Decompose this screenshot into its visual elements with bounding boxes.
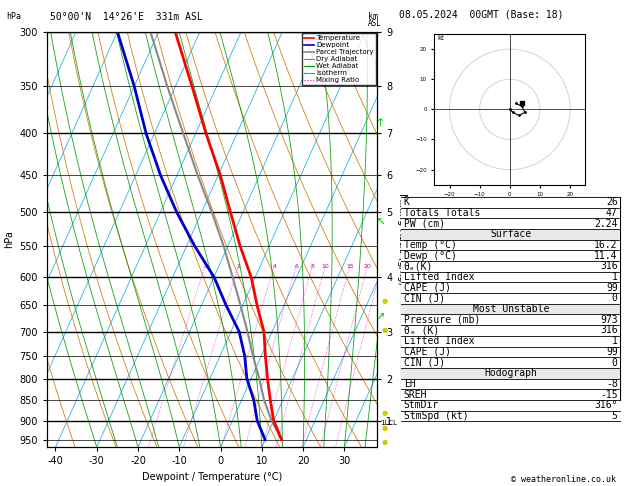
Text: © weatheronline.co.uk: © weatheronline.co.uk	[511, 474, 616, 484]
Y-axis label: hPa: hPa	[4, 230, 14, 248]
Text: →: →	[375, 309, 389, 323]
Text: θₑ (K): θₑ (K)	[404, 326, 439, 335]
Text: ●: ●	[382, 298, 388, 304]
Text: 2.24: 2.24	[594, 219, 618, 228]
Text: km: km	[368, 12, 378, 21]
Text: K: K	[404, 197, 409, 207]
Text: 1: 1	[203, 264, 207, 269]
Text: hPa: hPa	[6, 12, 21, 21]
Text: Dewp (°C): Dewp (°C)	[404, 251, 457, 260]
Text: -8: -8	[606, 379, 618, 389]
Text: 0: 0	[612, 358, 618, 367]
Text: 26: 26	[606, 197, 618, 207]
Text: kt: kt	[438, 35, 444, 41]
Text: 8: 8	[311, 264, 314, 269]
Text: 5: 5	[612, 411, 618, 421]
Text: CAPE (J): CAPE (J)	[404, 347, 451, 357]
Text: ●: ●	[382, 439, 388, 445]
Text: 4: 4	[272, 264, 276, 269]
Text: Hodograph: Hodograph	[484, 368, 537, 378]
Text: 50°00'N  14°26'E  331m ASL: 50°00'N 14°26'E 331m ASL	[50, 12, 203, 22]
Text: ASL: ASL	[368, 19, 382, 29]
Text: ●: ●	[382, 425, 388, 431]
Text: PW (cm): PW (cm)	[404, 219, 445, 228]
Text: 2: 2	[237, 264, 240, 269]
Text: ●: ●	[382, 328, 388, 333]
Text: 1LCL: 1LCL	[381, 419, 398, 426]
Text: 47: 47	[606, 208, 618, 218]
Text: 99: 99	[606, 283, 618, 293]
Text: StmDir: StmDir	[404, 400, 439, 410]
Text: 1: 1	[612, 336, 618, 346]
Text: 316: 316	[600, 261, 618, 271]
Text: 6: 6	[294, 264, 298, 269]
Text: →: →	[375, 212, 389, 226]
X-axis label: Dewpoint / Temperature (°C): Dewpoint / Temperature (°C)	[142, 472, 282, 482]
Text: 16.2: 16.2	[594, 240, 618, 250]
Text: 08.05.2024  00GMT (Base: 18): 08.05.2024 00GMT (Base: 18)	[399, 10, 564, 20]
Text: 11.4: 11.4	[594, 251, 618, 260]
Text: 1: 1	[612, 272, 618, 282]
Text: Most Unstable: Most Unstable	[472, 304, 549, 314]
Text: 973: 973	[600, 315, 618, 325]
Text: SREH: SREH	[404, 390, 427, 399]
Text: Pressure (mb): Pressure (mb)	[404, 315, 480, 325]
Text: -15: -15	[600, 390, 618, 399]
Text: 15: 15	[346, 264, 353, 269]
Text: 316°: 316°	[594, 400, 618, 410]
Text: 0: 0	[612, 294, 618, 303]
Text: ●: ●	[382, 410, 388, 416]
Legend: Temperature, Dewpoint, Parcel Trajectory, Dry Adiabat, Wet Adiabat, Isotherm, Mi: Temperature, Dewpoint, Parcel Trajectory…	[302, 33, 376, 86]
Text: StmSpd (kt): StmSpd (kt)	[404, 411, 469, 421]
Text: →: →	[377, 117, 387, 126]
Text: 316: 316	[600, 326, 618, 335]
Text: CIN (J): CIN (J)	[404, 294, 445, 303]
Text: 10: 10	[322, 264, 330, 269]
Text: EH: EH	[404, 379, 416, 389]
Text: Temp (°C): Temp (°C)	[404, 240, 457, 250]
Text: Lifted Index: Lifted Index	[404, 272, 474, 282]
Text: CAPE (J): CAPE (J)	[404, 283, 451, 293]
Text: 20: 20	[364, 264, 372, 269]
Y-axis label: Mixing Ratio (g/kg): Mixing Ratio (g/kg)	[396, 193, 406, 285]
Text: Lifted Index: Lifted Index	[404, 336, 474, 346]
Text: 99: 99	[606, 347, 618, 357]
Text: Totals Totals: Totals Totals	[404, 208, 480, 218]
Text: CIN (J): CIN (J)	[404, 358, 445, 367]
Text: Surface: Surface	[490, 229, 532, 239]
Text: θₑ(K): θₑ(K)	[404, 261, 433, 271]
